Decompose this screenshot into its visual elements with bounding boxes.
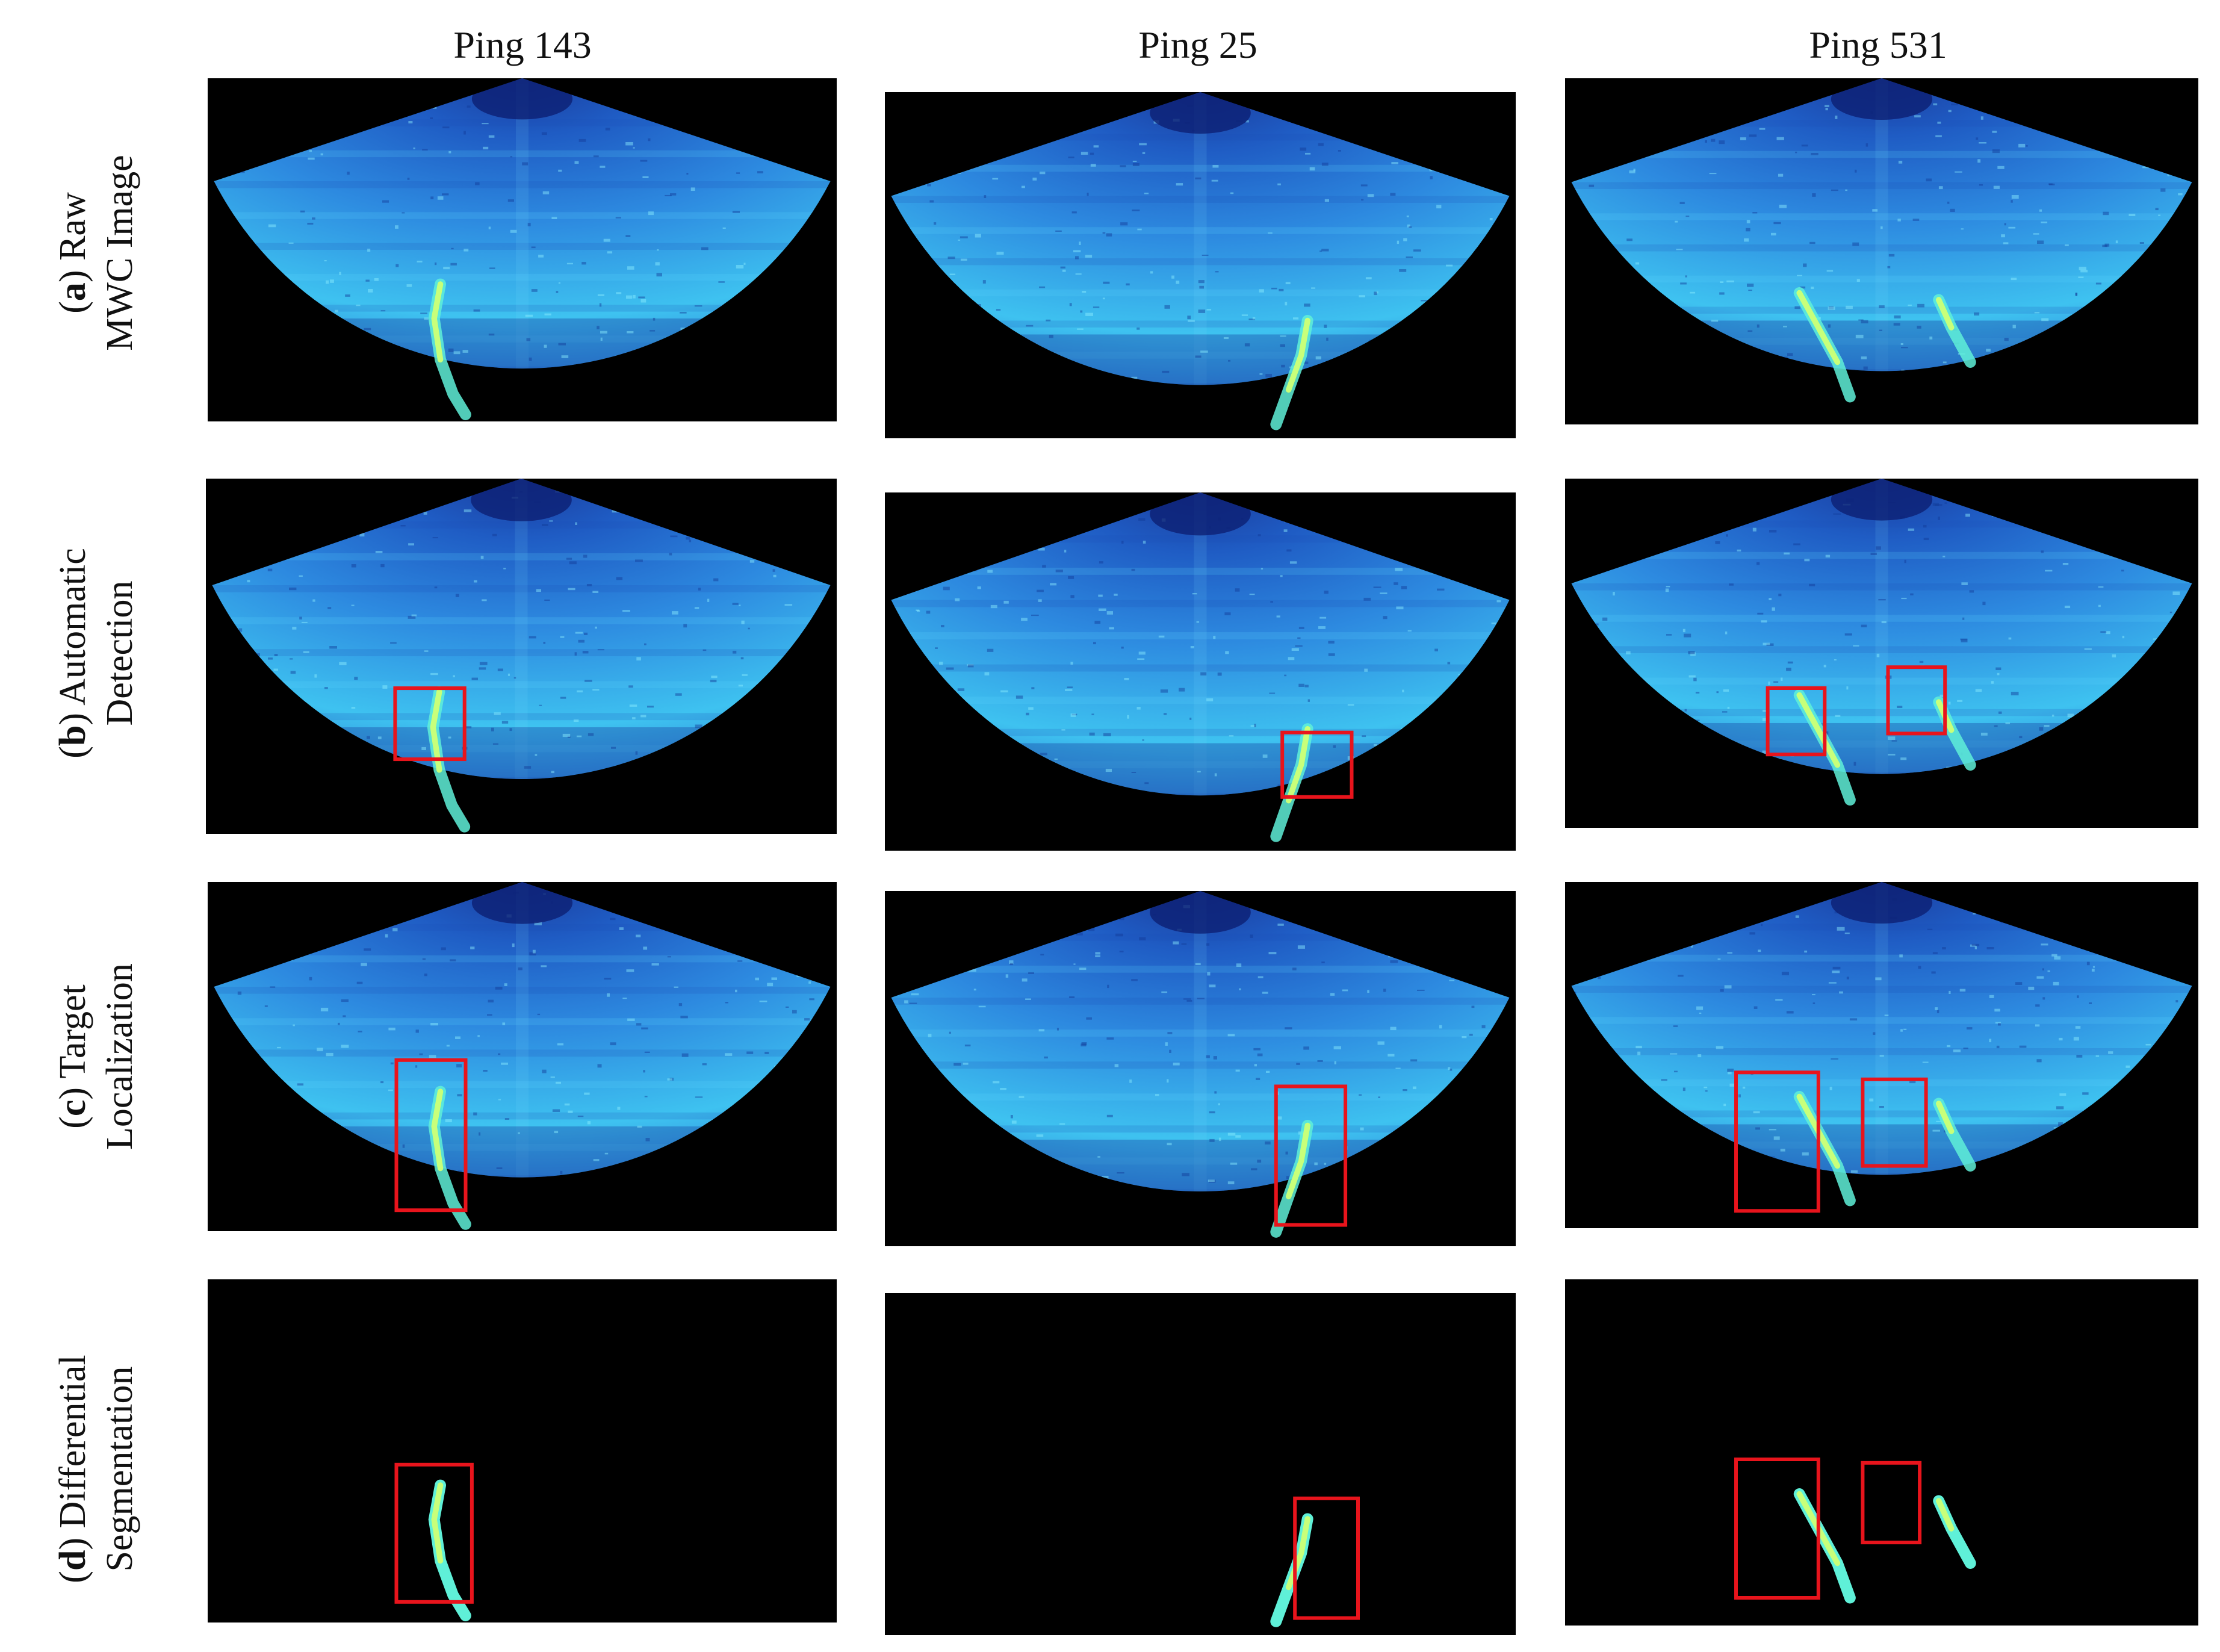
detection-box (394, 1058, 468, 1213)
sonar-panel-r4-c1 (208, 1279, 837, 1622)
sonar-image (214, 882, 831, 1230)
plume-core (1935, 1101, 1955, 1134)
plume-core (1935, 297, 1955, 331)
sonar-fan (1571, 78, 2192, 371)
detection-box (1766, 686, 1827, 757)
sonar-image (891, 891, 1510, 1238)
sonar-fan (212, 479, 831, 780)
plume-core (1286, 1122, 1310, 1200)
sonar-panel-r3-c1 (208, 882, 837, 1231)
sonar-fan (1571, 882, 2192, 1175)
detection-box (393, 686, 467, 762)
sonar-fan (214, 882, 831, 1178)
plume-core (431, 281, 444, 363)
sonar-panel-r4-c2 (885, 1293, 1516, 1635)
detection-box (1886, 665, 1947, 736)
sonar-fan (214, 78, 831, 369)
sonar-panel-r2-c3 (1565, 479, 2198, 828)
sonar-panel-r2-c1 (206, 479, 837, 834)
column-title-ping-143: Ping 143 (453, 23, 592, 66)
sonar-panel-r1-c1 (208, 78, 837, 421)
plume-core (1935, 1498, 1955, 1532)
sonar-image (1571, 882, 2192, 1213)
sonar-fan (1571, 479, 2192, 774)
detection-box (1861, 1077, 1928, 1168)
sonar-image (212, 479, 831, 833)
plume-core (431, 1482, 444, 1564)
plume-core (1286, 726, 1310, 804)
row-label-differential-segmentation: (d) Differential Segmentation (52, 1355, 140, 1583)
column-title-ping-531: Ping 531 (1809, 23, 1947, 66)
column-title-ping-25: Ping 25 (1138, 23, 1257, 66)
sonar-panel-r4-c3 (1565, 1279, 2198, 1626)
sonar-image (394, 1462, 474, 1621)
sonar-image (1734, 1458, 1976, 1604)
plume-core (431, 1088, 444, 1172)
sonar-fan (891, 92, 1510, 385)
plume-core (1796, 692, 1841, 768)
detection-box (1861, 1461, 1922, 1545)
sonar-image (1571, 479, 2192, 806)
plume-core (1796, 290, 1841, 365)
sonar-fan (891, 492, 1510, 796)
sonar-panel-r3-c3 (1565, 882, 2198, 1228)
row-label-raw-mwc-image: (a) Raw MWC Image (52, 155, 140, 351)
detection-box (1293, 1496, 1360, 1620)
sonar-image (891, 492, 1510, 842)
sonar-panel-r1-c2 (885, 92, 1516, 438)
detection-box (394, 1462, 474, 1604)
sonar-image (214, 78, 831, 420)
sonar-image (1571, 78, 2192, 403)
detection-box (1734, 1458, 1820, 1600)
detection-box (1734, 1070, 1820, 1213)
row-label-automatic-detection: (b) Automatic Detection (52, 548, 140, 759)
sonar-fan (891, 891, 1510, 1192)
plume-core (1286, 317, 1310, 393)
row-label-target-localization: (c) Target Localization (52, 963, 140, 1150)
sonar-image (1270, 1496, 1360, 1627)
sonar-panel-r3-c2 (885, 891, 1516, 1246)
plume-core (1286, 1516, 1310, 1591)
plume-core (430, 689, 442, 773)
detection-box (1274, 1084, 1348, 1227)
sonar-panel-r1-c3 (1565, 78, 2198, 424)
sonar-panel-r2-c2 (885, 492, 1516, 851)
sonar-image (891, 92, 1510, 430)
detection-box (1280, 730, 1354, 799)
